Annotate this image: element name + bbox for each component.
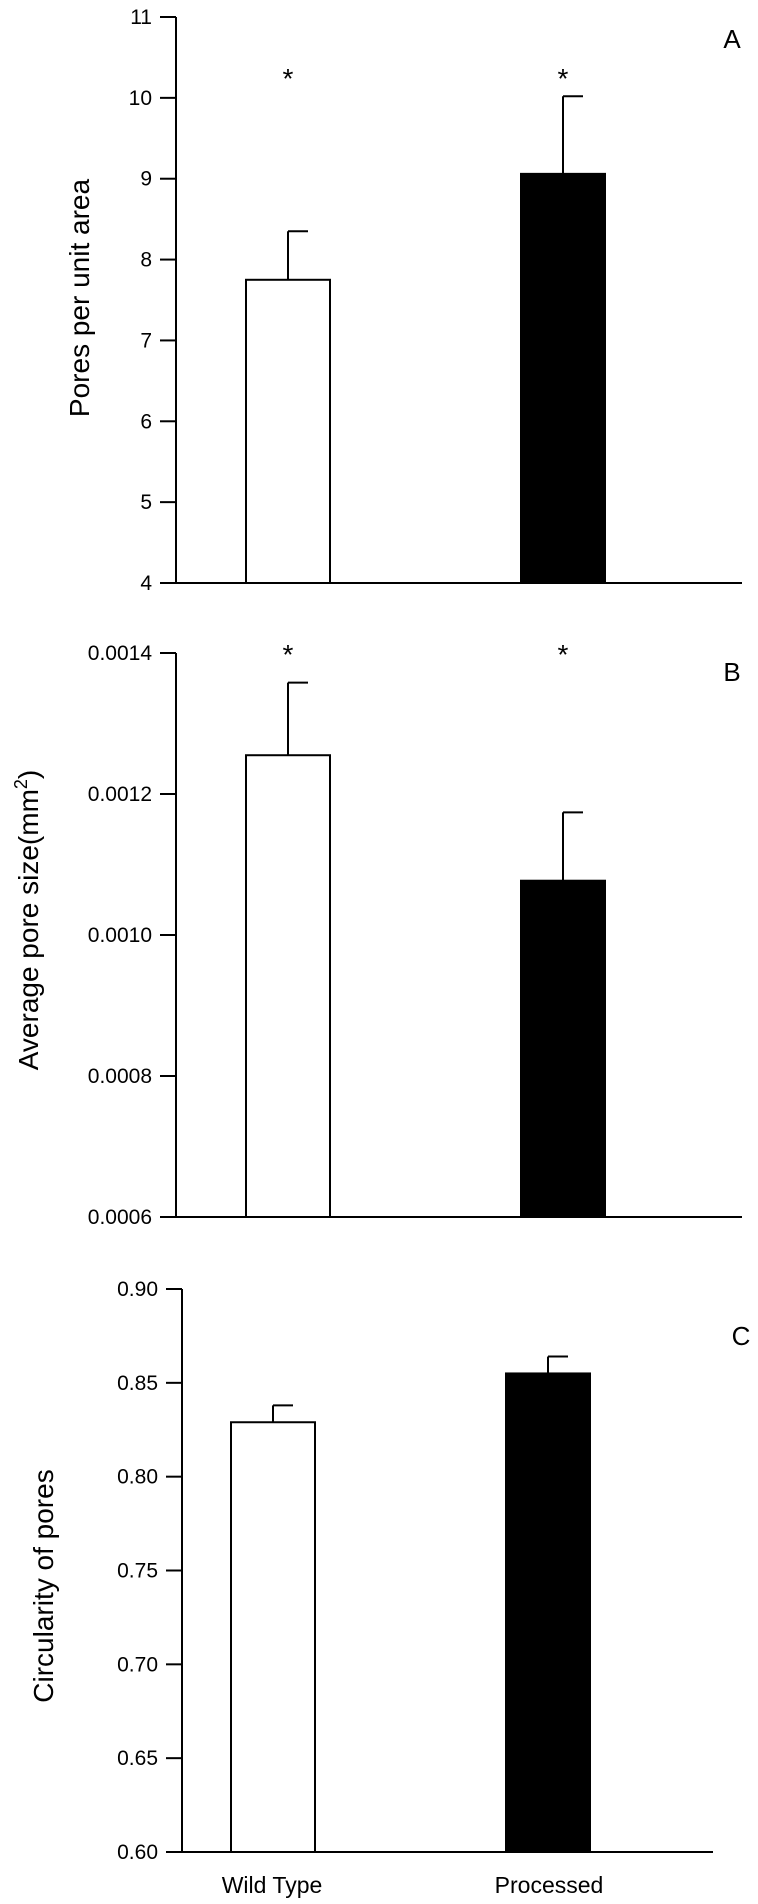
- panel-b: Average pore size(mm2) B 0.00060.00080.0…: [11, 639, 742, 1229]
- panel-a-y-axis-title: Pores per unit area: [64, 179, 95, 418]
- panel-a-significance-wild-type: *: [283, 63, 294, 94]
- panel-c-y-axis-title: Circularity of pores: [28, 1469, 59, 1702]
- panel-b-significance-wild-type: *: [283, 639, 294, 670]
- panel-c-y-tick-label: 0.70: [117, 1653, 158, 1676]
- panel-b-significance-processed: *: [558, 639, 569, 670]
- panel-b-bar-processed: [520, 879, 606, 1219]
- panel-a-letter: A: [723, 24, 741, 54]
- panel-c-y-tick-label: 0.65: [117, 1747, 158, 1770]
- panel-c-plot: 0.60 0.65 0.70 0.75 0.80 0.85 0.90: [117, 1278, 713, 1864]
- panel-b-y-tick-label: 0.0014: [88, 642, 153, 665]
- panel-a-y-tick-label: 9: [140, 168, 152, 191]
- panel-a-y-tick-label: 10: [129, 87, 152, 110]
- panel-a-y-tick-label: 4: [140, 572, 152, 595]
- panel-a-bar-processed: [520, 172, 606, 584]
- panel-b-bar-wild-type: [245, 754, 331, 1218]
- panel-c-letter: C: [732, 1321, 751, 1351]
- panel-c-bar-processed: [505, 1372, 591, 1853]
- panel-a-bar-wild-type: [245, 278, 331, 584]
- panel-c: Circularity of pores C 0.600.650.700.750…: [28, 1278, 750, 1864]
- panel-a-y-tick-label: 11: [130, 6, 152, 29]
- x-category-label-wild-type: Wild Type: [222, 1872, 323, 1898]
- panel-b-y-tick-label: 0.0006: [88, 1206, 152, 1229]
- panel-a-y-tick-label: 8: [140, 249, 152, 272]
- panel-b-plot: 0.0006 0.0008 0.0010 0.0012 0.0014 * *: [88, 639, 742, 1229]
- panel-b-y-axis-title-text: Average pore size(mm: [13, 789, 44, 1070]
- panel-a-plot: 4 5 6 7 8 9 10 11 * *: [129, 6, 742, 595]
- panel-c-y-tick-label: 0.75: [117, 1560, 158, 1583]
- panel-c-y-tick-label: 0.85: [117, 1372, 158, 1395]
- panel-c-y-tick-label: 0.90: [117, 1278, 158, 1301]
- panel-a-y-tick-label: 5: [140, 491, 152, 514]
- panel-c-bar-wild-type: [230, 1421, 316, 1853]
- panel-a: Pores per unit area A 4 5 6 7 8 9 10 11 * *: [64, 6, 742, 595]
- x-category-label-processed: Processed: [495, 1872, 604, 1898]
- panel-b-y-tick-label: 0.0012: [88, 783, 152, 806]
- panel-b-y-tick-label: 0.0008: [88, 1065, 152, 1088]
- panel-a-significance-processed: *: [558, 63, 569, 94]
- panel-c-y-tick-label: 0.80: [117, 1466, 158, 1489]
- panel-c-y-tick-label: 0.60: [117, 1841, 158, 1864]
- panel-b-y-tick-label: 0.0010: [88, 924, 152, 947]
- panel-b-y-axis-title-suffix: ): [13, 770, 44, 779]
- panel-b-y-axis-title: Average pore size(mm2): [11, 770, 44, 1071]
- panel-a-y-tick-label: 6: [140, 410, 152, 433]
- panel-b-y-axis-title-superscript: 2: [11, 779, 31, 789]
- panel-b-letter: B: [723, 657, 740, 687]
- panel-a-y-tick-label: 7: [140, 329, 152, 352]
